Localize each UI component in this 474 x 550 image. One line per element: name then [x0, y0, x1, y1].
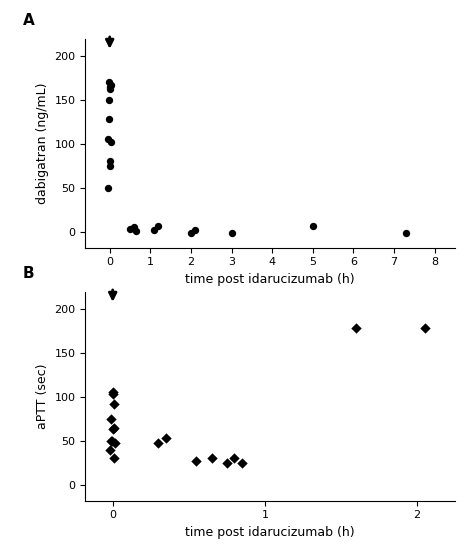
Point	[110, 399, 118, 408]
Point	[238, 458, 246, 467]
Point	[109, 388, 117, 397]
Point	[162, 434, 170, 443]
Point	[106, 157, 114, 166]
Point	[192, 456, 200, 465]
Point	[107, 436, 114, 445]
Point	[421, 324, 428, 333]
Y-axis label: aPTT (sec): aPTT (sec)	[36, 363, 49, 429]
Point	[111, 438, 119, 447]
Point	[110, 454, 118, 463]
Point	[155, 439, 162, 448]
Point	[104, 183, 112, 192]
Point	[228, 229, 236, 238]
Point	[130, 223, 138, 232]
Point	[107, 82, 114, 91]
Point	[109, 425, 117, 434]
Point	[110, 423, 118, 432]
Point	[105, 96, 112, 104]
Point	[109, 390, 117, 399]
Point	[309, 221, 317, 230]
Point	[231, 454, 238, 463]
Point	[105, 115, 112, 124]
Text: B: B	[22, 266, 34, 282]
Point	[106, 85, 114, 94]
Point	[352, 324, 360, 333]
Point	[126, 224, 134, 233]
Point	[132, 227, 140, 235]
Point	[151, 226, 158, 234]
Point	[402, 229, 410, 238]
X-axis label: time post idarucizumab (h): time post idarucizumab (h)	[185, 273, 355, 286]
Point	[191, 226, 199, 234]
Point	[107, 445, 114, 454]
Point	[108, 436, 116, 445]
Point	[107, 415, 114, 424]
Text: A: A	[22, 13, 34, 29]
Point	[155, 221, 162, 230]
Point	[106, 78, 113, 87]
Point	[107, 162, 114, 170]
Point	[208, 454, 215, 463]
Y-axis label: dabigatran (ng/mL): dabigatran (ng/mL)	[36, 82, 49, 204]
X-axis label: time post idarucizumab (h): time post idarucizumab (h)	[185, 526, 355, 539]
Point	[223, 458, 231, 467]
Point	[104, 135, 112, 144]
Point	[108, 81, 115, 90]
Point	[187, 229, 195, 238]
Point	[107, 138, 115, 146]
